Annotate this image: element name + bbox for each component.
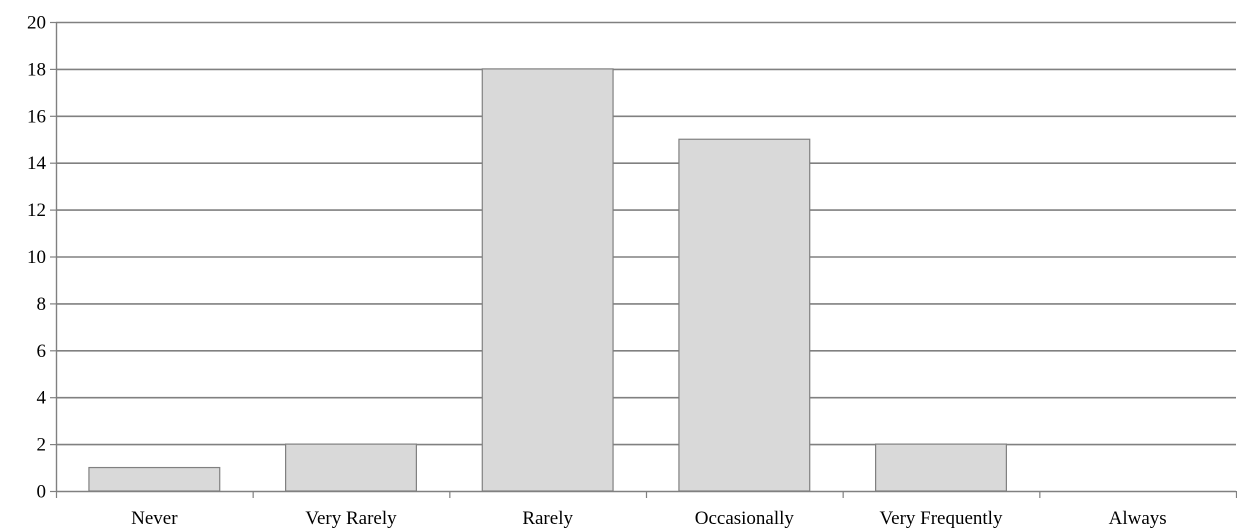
- y-tick-label: 4: [37, 388, 47, 409]
- bar-very-frequently: [875, 443, 1007, 492]
- axes: [50, 21, 1237, 498]
- y-tick-label: 0: [37, 482, 47, 503]
- gridlines: [56, 21, 1236, 446]
- y-tick-label: 12: [27, 200, 46, 221]
- y-tick-label: 16: [27, 106, 46, 127]
- x-category-label: Rarely: [522, 508, 573, 529]
- x-category-label: Always: [1109, 508, 1167, 529]
- y-tick-label: 20: [27, 13, 46, 34]
- bar-rarely: [481, 68, 614, 492]
- bars: [88, 68, 1007, 492]
- x-category-label: Very Frequently: [880, 508, 1003, 529]
- y-tick-label: 6: [37, 341, 47, 362]
- bar-never: [88, 466, 221, 492]
- y-tick-label: 2: [37, 435, 47, 456]
- bar-very-rarely: [285, 443, 417, 492]
- y-tick-label: 18: [27, 59, 46, 80]
- labels: 0 2 4 6 8 10 12 14 16 18 20 Never Very Rarely Rarely O…: [27, 13, 1167, 530]
- y-tick-label: 14: [27, 153, 47, 174]
- x-category-label: Very Rarely: [305, 508, 397, 529]
- x-category-label: Occasionally: [695, 508, 795, 529]
- x-category-label: Never: [131, 508, 178, 529]
- y-tick-label: 8: [37, 294, 47, 315]
- y-tick-label: 10: [27, 247, 46, 268]
- bar-occasionally: [678, 138, 811, 492]
